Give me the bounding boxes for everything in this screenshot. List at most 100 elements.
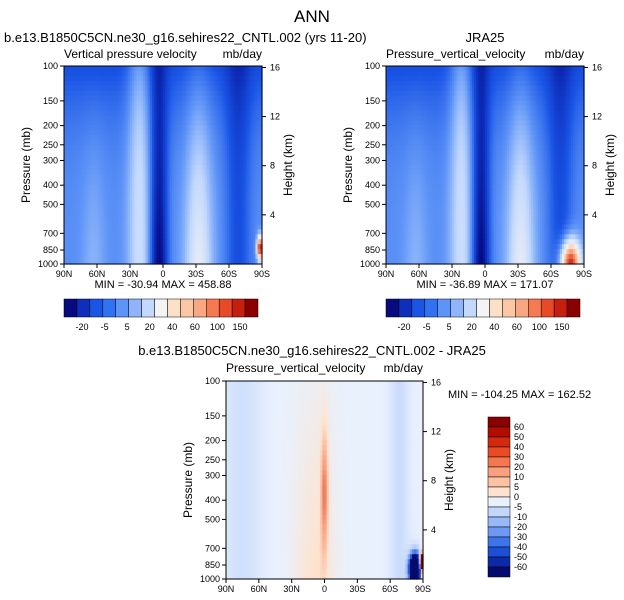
field-cell xyxy=(410,95,413,102)
field-cell xyxy=(251,229,254,235)
field-cell xyxy=(202,95,206,102)
field-cell xyxy=(86,90,89,97)
field-cell xyxy=(233,224,237,230)
field-cell xyxy=(77,140,80,146)
field-cell xyxy=(138,239,142,245)
field-cell xyxy=(211,90,215,97)
field-cell xyxy=(257,165,261,171)
field-cell xyxy=(154,90,157,97)
field-cell xyxy=(64,155,67,161)
field-cell xyxy=(187,214,190,221)
field-cell xyxy=(489,90,493,97)
field-cell xyxy=(447,120,451,126)
field-cell xyxy=(573,90,576,97)
field-cell xyxy=(504,85,508,92)
field-cell xyxy=(542,105,545,112)
field-cell xyxy=(218,239,221,245)
field-cell xyxy=(235,244,239,250)
field-cell xyxy=(165,66,168,72)
field-cell xyxy=(526,120,530,126)
field-cell xyxy=(259,234,263,240)
field-cell xyxy=(412,95,416,102)
x-tick-label: 60N xyxy=(89,269,106,279)
field-cell xyxy=(119,135,122,141)
field-cell xyxy=(79,100,83,107)
field-cell xyxy=(215,120,219,126)
field-cell xyxy=(94,229,98,235)
field-cell xyxy=(491,90,495,97)
field-cell xyxy=(97,145,100,151)
field-cell xyxy=(169,100,173,107)
field-cell xyxy=(390,105,394,112)
field-cell xyxy=(167,85,171,92)
field-cell xyxy=(438,105,442,112)
field-cell xyxy=(97,135,100,141)
field-cell xyxy=(533,120,537,126)
y-tick-label: 850 xyxy=(43,245,58,255)
field-cell xyxy=(185,179,188,186)
field-cell xyxy=(255,70,259,77)
field-cell xyxy=(235,120,239,126)
field-cell xyxy=(112,130,116,136)
field-cell xyxy=(130,165,133,171)
field-cell xyxy=(222,140,226,146)
field-cell xyxy=(218,194,221,201)
field-cell xyxy=(160,100,164,107)
field-cell xyxy=(127,105,131,112)
field-cell xyxy=(132,239,135,245)
field-cell xyxy=(99,199,102,206)
field-cell xyxy=(127,90,131,97)
field-cell xyxy=(213,150,217,156)
field-cell xyxy=(108,229,111,235)
field-cell xyxy=(443,85,446,92)
field-cell xyxy=(436,90,440,97)
field-cell xyxy=(70,224,74,230)
field-cell xyxy=(438,100,442,107)
field-cell xyxy=(112,140,116,146)
field-cell xyxy=(167,169,171,176)
field-cell xyxy=(70,75,74,82)
field-cell xyxy=(540,115,543,122)
field-cell xyxy=(255,179,259,186)
field-cell xyxy=(154,214,157,221)
field-cell xyxy=(557,115,561,122)
field-cell xyxy=(158,165,162,171)
field-cell xyxy=(213,85,217,92)
field-cell xyxy=(255,194,259,201)
field-cell xyxy=(226,110,230,117)
field-cell xyxy=(83,90,87,97)
field-cell xyxy=(471,125,475,131)
field-cell xyxy=(412,80,416,87)
field-cell xyxy=(246,234,250,240)
field-cell xyxy=(255,155,259,161)
field-cell xyxy=(566,125,570,131)
field-cell xyxy=(526,105,530,112)
field-cell xyxy=(185,204,188,211)
field-cell xyxy=(134,75,138,82)
field-cell xyxy=(500,85,504,92)
field-cell xyxy=(196,160,199,166)
field-cell xyxy=(419,120,422,126)
field-cell xyxy=(191,169,195,176)
field-cell xyxy=(94,160,98,166)
field-cell xyxy=(178,179,182,186)
field-cell xyxy=(237,199,241,206)
field-cell xyxy=(555,120,559,126)
field-cell xyxy=(138,214,142,221)
field-cell xyxy=(454,95,457,102)
field-cell xyxy=(211,80,215,87)
field-cell xyxy=(81,130,85,136)
field-cell xyxy=(187,100,190,107)
field-cell xyxy=(83,209,87,216)
field-cell xyxy=(524,125,528,131)
field-cell xyxy=(544,75,548,82)
field-cell xyxy=(200,189,204,196)
field-cell xyxy=(200,184,204,191)
field-cell xyxy=(480,66,484,72)
field-cell xyxy=(116,239,120,245)
field-cell xyxy=(141,229,144,235)
field-cell xyxy=(233,110,237,117)
field-cell xyxy=(257,239,261,245)
field-cell xyxy=(207,115,210,122)
field-cell xyxy=(110,199,113,206)
